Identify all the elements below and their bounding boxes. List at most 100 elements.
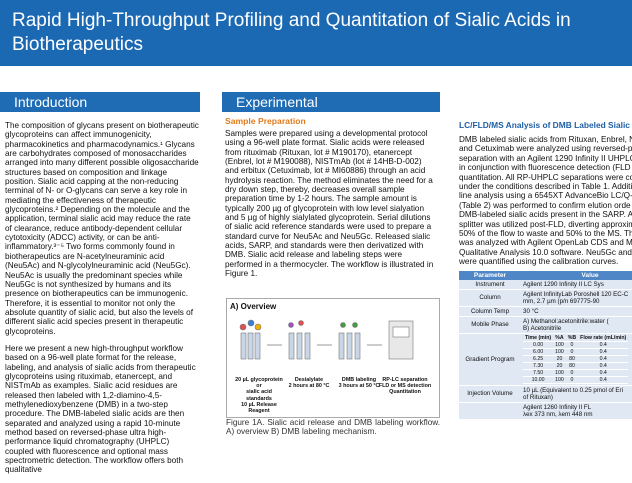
paragraph: Here we present a new high-throughput wo… [5,343,196,475]
gradient-cell: 0.00 [523,341,554,349]
value-line: of Rituxan) [523,393,553,401]
value-line: Agilent 1290 Infinity II LC Sys [523,280,604,288]
table-row: Mobile Phase A) Methanol:acetonitrile:wat… [459,316,632,334]
text-line: DMB labeled sialic acids from Rituxan, E… [459,135,632,144]
caption-line: FLD or MS detection [378,383,432,390]
caption-line: sialic acid [246,389,272,396]
gradient-cell: 80 [565,362,579,370]
gradient-cell: 0.4 [578,355,629,363]
table-header: Value [521,270,632,280]
gradient-header: Time (min) %A %B Flow rate (mL/min) [523,334,629,342]
lc-column: LC/FLD/MS Analysis of DMB Labeled Sialic… [459,120,632,420]
table-row: Column Temp 30 °C [459,306,632,317]
figure-caption: Figure 1A. Sialic acid release and DMB l… [226,418,440,437]
caption-line: 20 µL glycoprotein [235,377,283,383]
value-line: A) Methanol:acetonitrile:water ( [523,317,609,325]
gradient-header-cell: Flow rate (mL/min) [578,334,629,342]
text-line: was analyzed with Agilent OpenLab CDS an… [459,238,632,248]
value-cell: Agilent 1290 Infinity II LC Sys [521,279,632,290]
value-line: B) Acetonitrile [523,324,562,332]
caption-line: Desialylate [294,377,324,383]
gradient-cell: 20 [553,362,566,370]
poster-title: Rapid High-Throughput Profiling and Quan… [12,10,571,55]
caption-line: or [256,383,262,390]
value-cell: A) Methanol:acetonitrile:water (B) Aceto… [521,316,632,334]
caption-line: Reagent [248,408,270,415]
section-header: Experimental [222,92,440,112]
value-line: Agilent 1260 Infinity II FL [523,403,592,411]
text-line: line analysis using a 6545XT AdvanceBio … [459,191,632,201]
caption-line: Quantitation [389,389,421,396]
gradient-row: 7.30 20 80 0.4 [523,362,629,370]
gradient-cell: 7.30 [523,362,554,370]
value-cell: 10 µL (Equivalent to 0.25 pmol of Eri of … [521,385,632,403]
introduction-column: The composition of glycans present on bi… [5,121,199,483]
caption-line: standards [246,395,272,402]
value-cell: Agilent 1260 Infinity II FL λex 373 nm, λ… [521,402,632,420]
section-header: Introduction [0,92,200,112]
caption-line: 10 µL Release [241,401,277,408]
table-row: Gradient Program Time (min) %A %B Flow rate … [459,333,632,386]
table-row: Agilent 1260 Infinity II FL λex 373 nm, λ… [459,402,632,420]
subheading: Sample Preparation [225,116,306,126]
value-line: Agilent InfinityLab Poroshell 120 EC-C [523,290,629,298]
value-line: 10 µL (Equivalent to 0.25 pmol of Eri [523,386,623,394]
workflow-icons [239,319,414,360]
gradient-row: 6.25 20 80 0.4 [523,355,629,363]
gradient-wrap: Time (min) %A %B Flow rate (mL/min) 0.00 100 0… [523,334,632,384]
value-line: mm, 2.7 µm (p/n 697775-90 [523,297,600,305]
gradient-cell: 0.4 [578,362,629,370]
gradient-cell: 100 [553,341,566,349]
value-cell: Time (min) %A %B Flow rate (mL/min) 0.00 100 0… [521,333,632,386]
step-caption: Desialylate 2 hours at 80 °C [281,377,337,389]
gradient-row: 0.00 100 0 0.4 [523,341,629,349]
value-line: λex 373 nm, λem 448 nm [523,410,593,418]
gradient-cell: 0 [565,376,579,384]
gradient-cell: 80 [565,355,579,363]
gradient-cell: 0.4 [578,369,629,377]
gradient-cell: 7.50 [523,369,554,377]
gradient-cell: 0 [565,341,579,349]
paragraph: Samples were prepared using a developmen… [225,129,434,279]
value-line: 30 °C [523,307,539,315]
subheading: LC/FLD/MS Analysis of DMB Labeled Sialic… [459,120,632,130]
text-line: and Cetuximab were analyzed using revers… [459,144,632,154]
parameter-cell: Column [459,289,521,307]
gradient-row: 7.50 100 0 0.4 [523,369,629,377]
paragraph: The composition of glycans present on bi… [5,121,199,336]
parameter-cell [459,402,521,420]
gradient-cell: 6.25 [523,355,554,363]
gradient-cell: 0 [565,348,579,356]
parameter-cell: Column Temp [459,306,521,317]
parameter-cell: Injection Volume [459,385,521,403]
text-line: 50% of the flow to waste and 50% to the … [459,229,632,239]
gradient-cell: 6.00 [523,348,554,356]
gradient-cell: 0.4 [578,341,629,349]
text-line: under the conditions described in Table … [459,182,632,192]
gradient-cell: 100 [553,369,566,377]
caption-line: DMB labeling [341,377,377,383]
gradient-cell: 0 [565,369,579,377]
panel-label: A) Overview [230,302,277,311]
value-cell: Agilent InfinityLab Poroshell 120 EC-C mm… [521,289,632,307]
gradient-table: Time (min) %A %B Flow rate (mL/min) 0.00 100 0… [523,334,629,384]
experimental-column: Sample Preparation Samples were prepared… [225,116,437,287]
parameter-cell: Gradient Program [459,333,521,386]
caption-line: 3 hours at 50 °C [338,383,380,390]
table-header: Parameter [459,270,521,280]
gradient-cell: 100 [553,376,566,384]
figure: A) Overview 20 µL glycoprotein or sialic a… [226,298,440,418]
caption-line: 2 hours at 80 °C [288,383,330,390]
gradient-row: 10.00 100 0 0.4 [523,376,629,384]
parameter-cell: Instrument [459,279,521,290]
text-line: separation with an Agilent 1290 Infinity… [459,153,632,163]
gradient-row: 6.00 100 0 0.4 [523,348,629,356]
step-caption: DMB labeling 3 hours at 50 °C [331,377,387,389]
step-caption: RP-LC separation FLD or MS detection Quant… [377,377,433,396]
table-row: Instrument Agilent 1290 Infinity II LC Sy… [459,279,632,290]
text-line: (Table 2) was performed to confirm eluti… [459,200,631,210]
gradient-cell: 20 [553,355,566,363]
step-caption: 20 µL glycoprotein or sialic acid standards… [231,377,287,414]
table-row: Column Agilent InfinityLab Poroshell 120 … [459,289,632,307]
text-line: quantitation. All RP-UHPLC separations w… [459,172,632,182]
